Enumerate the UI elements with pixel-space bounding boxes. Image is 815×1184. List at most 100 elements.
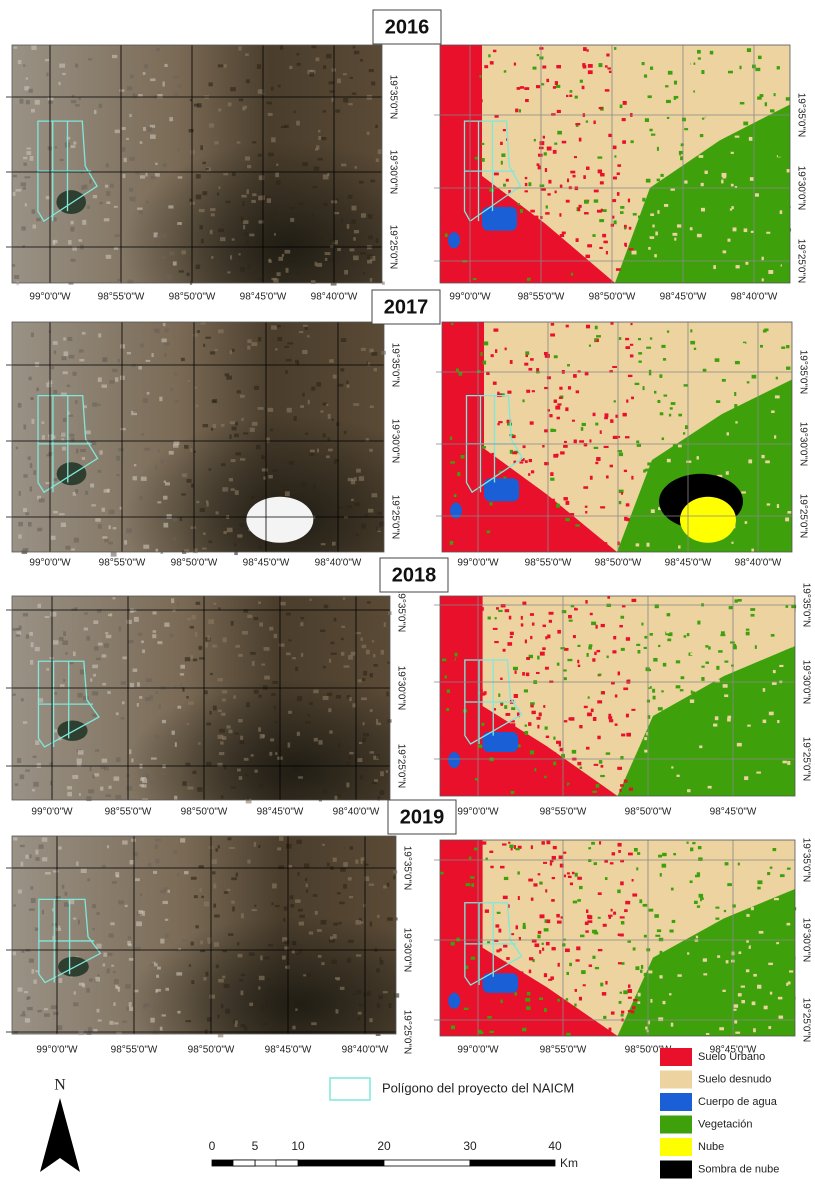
class-speckle: [659, 657, 663, 661]
satellite-texture: [143, 398, 148, 403]
satellite-texture: [205, 643, 208, 648]
class-speckle: [724, 694, 728, 697]
satellite-texture: [349, 248, 354, 251]
class-speckle: [736, 950, 739, 953]
satellite-texture: [226, 725, 230, 728]
class-speckle: [745, 242, 748, 246]
class-speckle: [505, 348, 507, 351]
class-speckle: [479, 689, 483, 692]
class-speckle: [579, 886, 583, 889]
satellite-texture: [45, 872, 51, 875]
class-speckle: [705, 116, 708, 119]
class-speckle: [727, 239, 730, 242]
class-speckle: [537, 935, 540, 939]
satellite-texture: [167, 890, 169, 893]
satellite-texture: [250, 428, 255, 432]
class-speckle: [740, 102, 745, 104]
class-speckle: [730, 968, 735, 971]
satellite-texture: [242, 201, 244, 206]
class-speckle: [566, 95, 568, 97]
longitude-label: 98°45'0"W: [257, 807, 304, 818]
satellite-texture: [359, 742, 362, 744]
satellite-texture: [264, 676, 270, 680]
satellite-texture: [108, 542, 113, 545]
class-speckle: [722, 671, 727, 674]
class-speckle: [530, 421, 534, 424]
class-speckle: [614, 400, 616, 402]
satellite-texture: [366, 650, 370, 655]
class-speckle: [473, 406, 476, 409]
satellite-texture: [214, 603, 217, 605]
satellite-texture: [243, 225, 245, 229]
satellite-texture: [267, 978, 269, 981]
class-speckle: [735, 1032, 740, 1034]
class-speckle: [535, 943, 540, 947]
satellite-texture: [21, 862, 24, 867]
class-speckle: [571, 542, 575, 545]
satellite-texture: [78, 920, 80, 925]
latitude-label: 19°35'0"N: [800, 583, 811, 628]
satellite-texture: [368, 509, 373, 513]
satellite-texture: [182, 939, 188, 941]
satellite-texture: [241, 974, 245, 976]
class-speckle: [668, 419, 670, 422]
class-speckle: [618, 962, 622, 964]
satellite-texture: [93, 195, 97, 198]
class-speckle: [543, 136, 545, 139]
class-speckle: [654, 914, 659, 918]
class-speckle: [623, 688, 628, 691]
satellite-texture: [53, 870, 59, 872]
class-speckle: [691, 62, 694, 66]
class-speckle: [487, 530, 491, 533]
class-speckle: [639, 698, 641, 701]
class-speckle: [609, 1028, 612, 1032]
class-speckle: [525, 355, 528, 358]
class-speckle: [486, 270, 491, 274]
class-speckle: [748, 56, 751, 58]
satellite-texture: [275, 994, 277, 996]
class-speckle: [450, 614, 452, 616]
class-speckle: [469, 336, 473, 339]
class-speckle: [598, 949, 603, 951]
satellite-texture: [290, 1001, 293, 1005]
class-speckle: [647, 462, 651, 465]
class-speckle: [747, 381, 750, 383]
class-speckle: [746, 625, 750, 628]
satellite-texture: [239, 99, 243, 102]
satellite-texture: [197, 787, 202, 792]
satellite-texture: [272, 883, 277, 888]
satellite-texture: [28, 456, 31, 460]
class-speckle: [556, 914, 559, 918]
class-speckle: [770, 440, 774, 444]
satellite-texture: [373, 654, 375, 657]
class-speckle: [524, 689, 528, 692]
longitude-label: 98°45'0"W: [660, 292, 707, 303]
satellite-texture: [336, 1009, 339, 1013]
satellite-texture: [208, 82, 212, 86]
satellite-texture: [238, 719, 243, 722]
satellite-texture: [51, 366, 54, 369]
satellite-texture: [218, 186, 220, 188]
satellite-texture: [191, 877, 197, 880]
cloud: [246, 497, 313, 543]
class-speckle: [474, 349, 477, 352]
class-speckle: [681, 970, 684, 973]
class-speckle: [554, 143, 557, 145]
class-speckle: [715, 716, 719, 720]
class-speckle: [628, 199, 630, 203]
class-speckle: [633, 198, 638, 201]
class-speckle: [676, 978, 679, 982]
satellite-texture: [30, 463, 32, 468]
scale-segment: [233, 1160, 255, 1166]
satellite-texture: [138, 910, 143, 914]
satellite-texture: [290, 904, 294, 908]
class-speckle: [577, 877, 582, 880]
class-speckle: [442, 675, 444, 677]
class-speckle: [767, 193, 770, 196]
satellite-texture: [380, 790, 385, 795]
satellite-texture: [308, 400, 310, 404]
satellite-texture: [261, 664, 265, 666]
satellite-texture: [32, 789, 35, 791]
satellite-texture: [30, 886, 33, 889]
class-speckle: [549, 997, 553, 999]
